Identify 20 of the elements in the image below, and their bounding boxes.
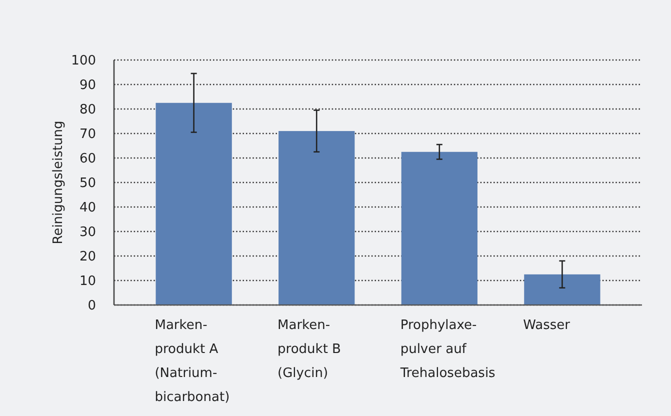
x-tick-label: Marken- produkt B (Glycin) xyxy=(278,318,341,381)
x-tick-label: Prophylaxe- pulver auf Trehalosebasis xyxy=(399,318,496,381)
y-axis-title: Reinigungsleistung xyxy=(51,120,66,244)
bar xyxy=(401,152,478,305)
y-tick-label: 40 xyxy=(79,200,96,216)
x-tick-label: Marken- produkt A (Natrium- bicarbonat) xyxy=(154,318,230,405)
y-tick-label: 100 xyxy=(71,54,96,69)
y-tick-label: 30 xyxy=(79,225,96,240)
y-tick-label: 0 xyxy=(88,298,96,314)
bar xyxy=(278,131,355,305)
y-tick-label: 80 xyxy=(79,102,96,118)
y-tick-label: 70 xyxy=(79,127,96,142)
y-tick-label: 90 xyxy=(79,78,96,94)
x-tick-label: Wasser xyxy=(523,318,571,333)
y-tick-label: 50 xyxy=(79,176,96,192)
bar xyxy=(156,102,232,305)
bar xyxy=(524,274,600,305)
y-tick-label: 20 xyxy=(79,250,96,265)
y-tick-label: 60 xyxy=(79,152,96,167)
y-tick-label: 10 xyxy=(79,274,96,290)
